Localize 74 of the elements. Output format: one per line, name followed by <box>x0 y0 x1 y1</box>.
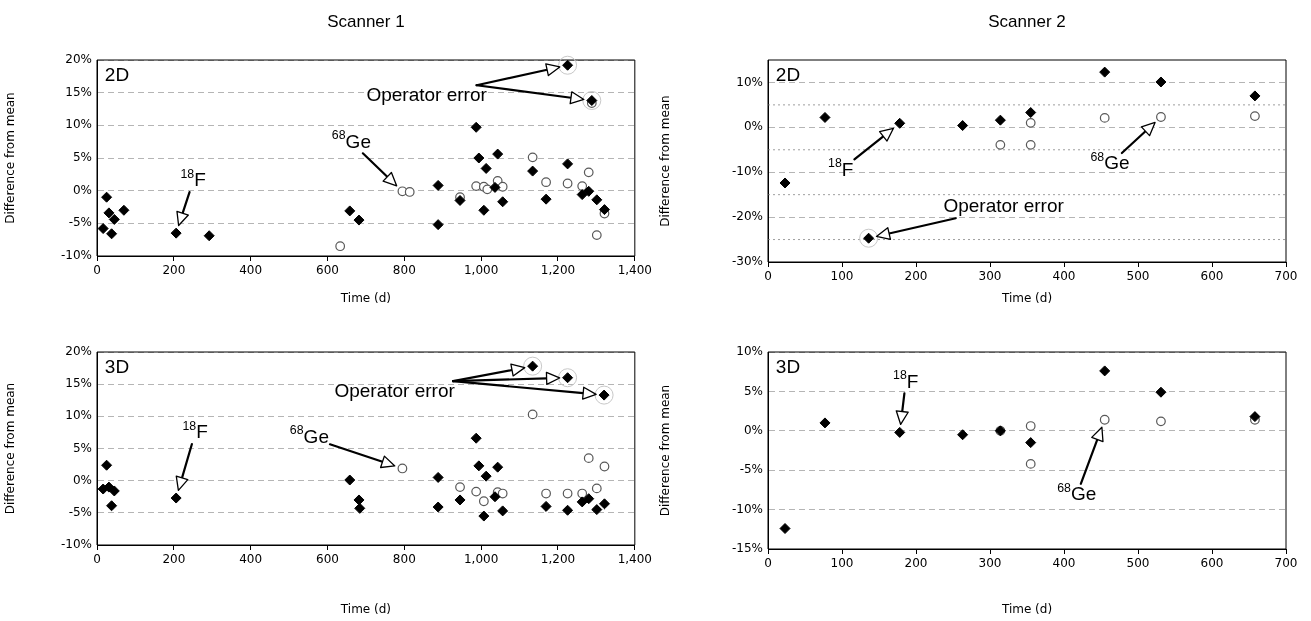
y-tick-label: -5% <box>739 462 763 477</box>
y-tick-label: -30% <box>731 254 763 269</box>
x-tick-label: 800 <box>392 552 416 567</box>
x-tick-label: 1,000 <box>463 263 499 278</box>
x-tick-label: 1,400 <box>617 552 652 567</box>
y-tick-label: -5% <box>68 215 92 230</box>
y-tick-label: 15% <box>65 376 92 391</box>
y-tick-label: -10% <box>731 501 763 516</box>
x-tick-label: 700 <box>1274 556 1298 571</box>
x-tick-label: 1,200 <box>540 552 576 567</box>
y-tick-label: 5% <box>72 150 92 165</box>
y-tick-label: 10% <box>65 408 92 423</box>
x-tick-label: 500 <box>1126 556 1150 571</box>
y-tick-label: -20% <box>731 209 763 224</box>
x-tick-label: 200 <box>904 556 928 571</box>
x-tick-label: 600 <box>316 263 339 278</box>
y-tick-label: -10% <box>731 164 763 179</box>
x-tick-label: 200 <box>162 552 186 567</box>
annotation: Operator error <box>334 380 456 402</box>
x-tick-label: 700 <box>1274 269 1298 284</box>
x-axis-title: Time (d) <box>339 290 391 305</box>
x-tick-label: 400 <box>1052 269 1076 284</box>
y-tick-label: 0% <box>72 182 92 197</box>
x-tick-label: 0 <box>764 269 772 284</box>
x-tick-label: 100 <box>830 269 854 284</box>
y-axis-title: Difference from mean <box>658 384 673 517</box>
x-axis-title: Time (d) <box>1000 290 1053 305</box>
annotation: 2D <box>775 64 801 86</box>
x-tick-label: 400 <box>239 552 263 567</box>
x-axis-title: Time (d) <box>339 601 391 616</box>
annotation: Operator error <box>943 195 1065 217</box>
x-tick-label: 0 <box>93 552 101 567</box>
y-tick-label: 5% <box>743 383 763 398</box>
y-axis-title: Difference from mean <box>3 382 18 515</box>
y-axis-title: Difference from mean <box>3 92 18 224</box>
x-tick-label: 600 <box>1200 556 1224 571</box>
x-tick-label: 300 <box>978 269 1002 284</box>
y-tick-label: -15% <box>731 541 763 556</box>
x-tick-label: 200 <box>904 269 928 284</box>
x-tick-label: 100 <box>830 556 854 571</box>
x-tick-label: 600 <box>316 552 339 567</box>
x-tick-label: 400 <box>239 263 263 278</box>
y-tick-label: 0% <box>743 119 763 134</box>
x-tick-label: 200 <box>162 263 186 278</box>
y-tick-label: 10% <box>736 344 763 359</box>
y-tick-label: 0% <box>743 422 763 437</box>
x-tick-label: 300 <box>978 556 1002 571</box>
annotation: 2D <box>104 64 130 86</box>
annotation: 3D <box>104 356 130 378</box>
annotation: Operator error <box>366 84 488 106</box>
y-tick-label: -10% <box>60 537 92 552</box>
x-axis-title: Time (d) <box>1000 601 1053 616</box>
y-tick-label: 20% <box>65 344 92 359</box>
y-tick-label: -10% <box>60 248 92 263</box>
chart-title: Scanner 2 <box>988 11 1066 31</box>
x-tick-label: 500 <box>1126 269 1150 284</box>
x-tick-label: 0 <box>764 556 772 571</box>
annotation: 3D <box>775 356 801 378</box>
x-tick-label: 0 <box>93 263 101 278</box>
y-tick-label: -5% <box>68 504 92 519</box>
y-tick-label: 0% <box>72 472 92 487</box>
y-tick-label: 10% <box>736 74 763 89</box>
chart-title: Scanner 1 <box>327 11 405 31</box>
x-tick-label: 1,000 <box>463 552 499 567</box>
x-tick-label: 600 <box>1200 269 1224 284</box>
y-tick-label: 20% <box>65 52 92 67</box>
x-tick-label: 400 <box>1052 556 1076 571</box>
y-tick-label: 15% <box>65 84 92 99</box>
y-axis-title: Difference from mean <box>658 95 673 227</box>
x-tick-label: 1,400 <box>617 263 652 278</box>
x-tick-label: 800 <box>392 263 416 278</box>
y-tick-label: 5% <box>72 440 92 455</box>
y-tick-label: 10% <box>65 117 92 132</box>
x-tick-label: 1,200 <box>540 263 576 278</box>
